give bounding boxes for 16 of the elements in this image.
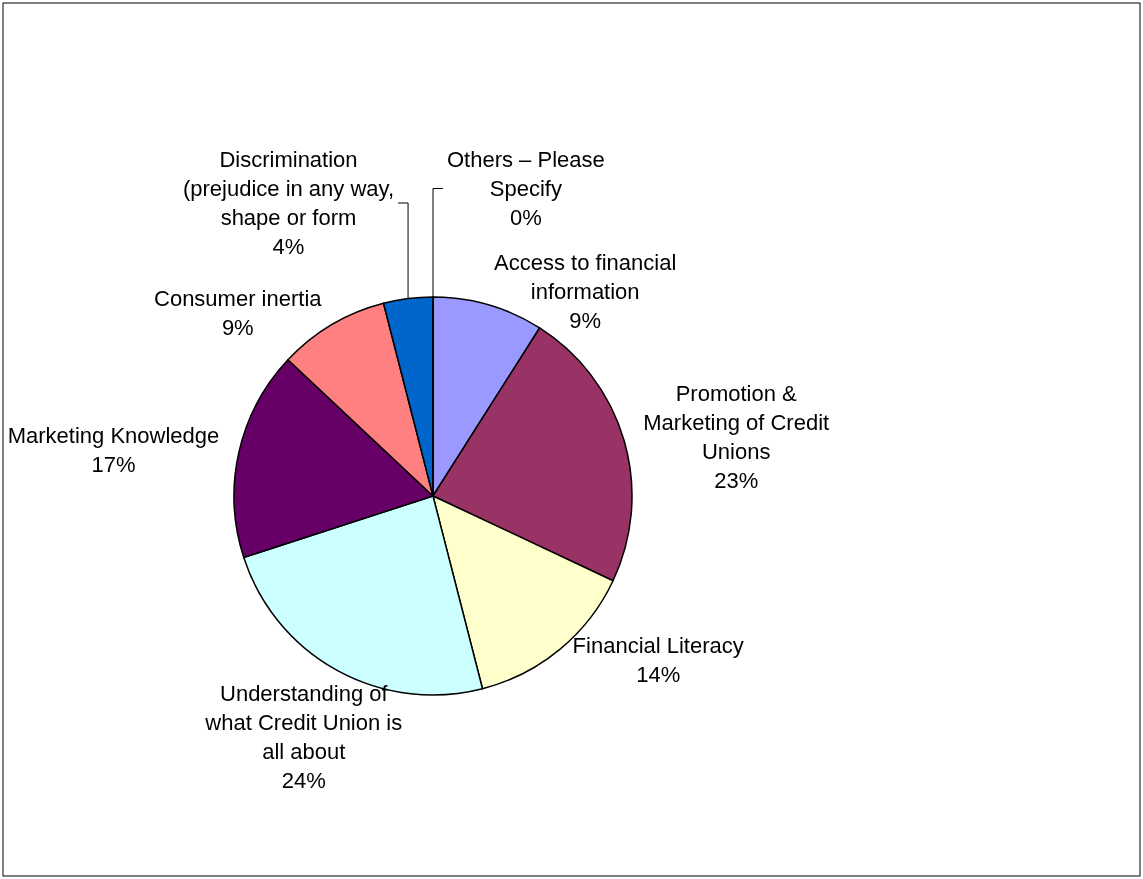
slice-label: Access to financial information: [494, 249, 677, 304]
data-label: 17%: [91, 451, 136, 477]
data-label: 23%: [714, 467, 759, 493]
slice-label: Marketing Knowledge: [7, 422, 220, 448]
slice-label: Financial Literacy: [572, 633, 744, 659]
data-label: 4%: [272, 234, 305, 259]
category-label: Others – Please Specify: [447, 147, 605, 201]
text: 0%: [509, 205, 542, 230]
slice-label: Promotion & Marketing of Credit Unions: [643, 380, 830, 464]
data-label: 9%: [569, 307, 602, 333]
slice-label: Understanding of what Credit Union is all about: [204, 680, 403, 764]
data-label: 24%: [281, 767, 326, 793]
slice-label: Consumer inertia: [154, 285, 323, 311]
slice-label: Discrimination (prejudice in any way, shape or form: [182, 147, 395, 230]
data-label: 14%: [636, 662, 681, 688]
data-label: 9%: [221, 314, 254, 340]
